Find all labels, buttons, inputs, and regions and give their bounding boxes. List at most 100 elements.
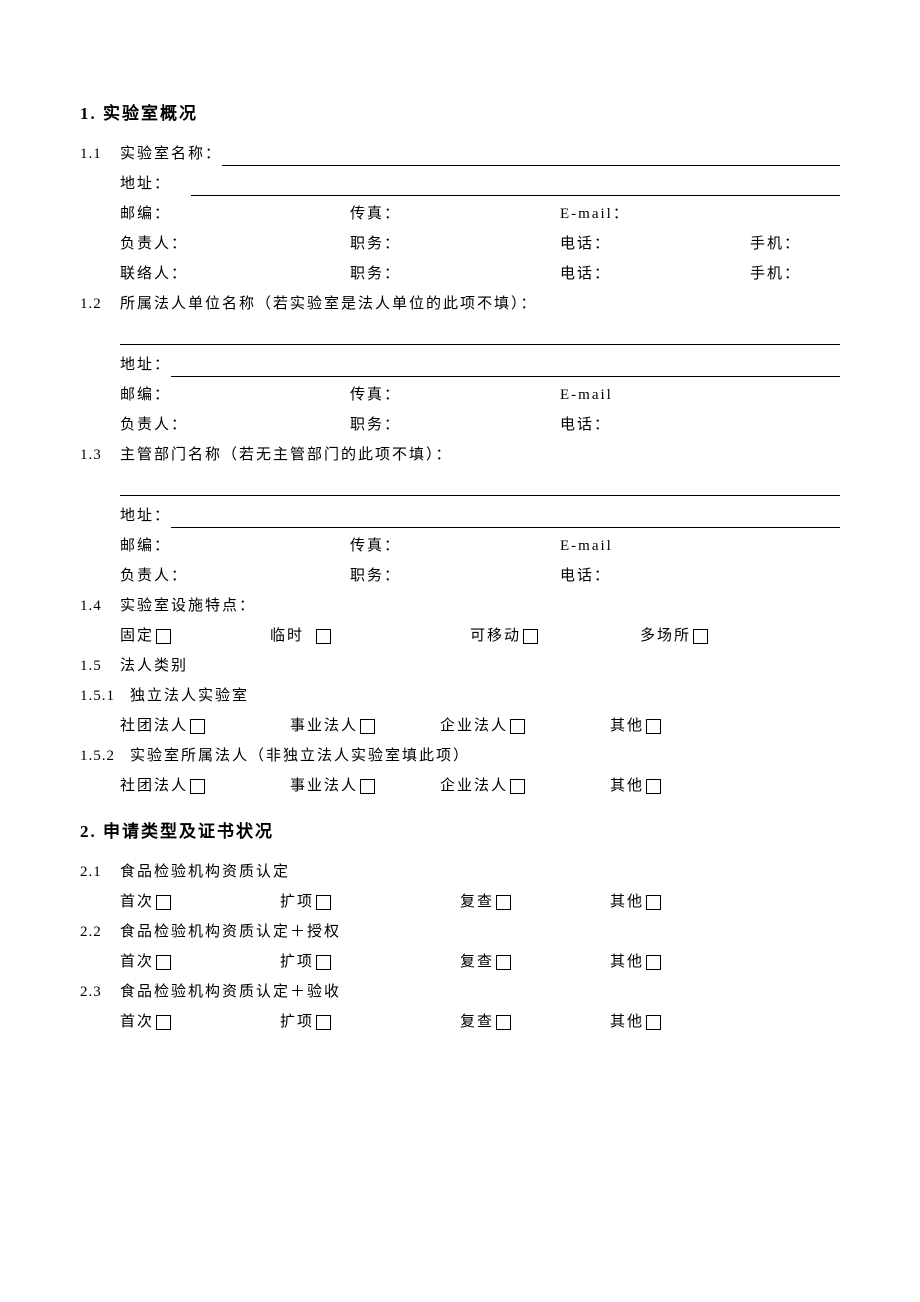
- s23-options: 首次 扩项 复查 其他: [80, 1010, 840, 1034]
- facility-label: 实验室设施特点：: [120, 594, 256, 618]
- s21-cb4[interactable]: [646, 895, 661, 910]
- position-label-4: 职务：: [350, 564, 401, 588]
- row-1-2-contact1: 邮编： 传真： E-mail: [80, 383, 840, 407]
- s22-options: 首次 扩项 复查 其他: [80, 950, 840, 974]
- opt-other-2: 其他: [610, 774, 644, 798]
- position-label: 职务：: [350, 232, 401, 256]
- dept-field[interactable]: [120, 475, 840, 496]
- s23-opt1: 首次: [120, 1010, 154, 1034]
- num-2-1: 2.1: [80, 860, 120, 884]
- num-1-5-2: 1.5.2: [80, 744, 130, 768]
- checkbox-social[interactable]: [190, 719, 205, 734]
- address-field-3[interactable]: [171, 509, 840, 528]
- checkbox-enterprise[interactable]: [510, 719, 525, 734]
- row-2-1: 2.1 食品检验机构资质认定: [80, 860, 840, 884]
- s23-opt3: 复查: [460, 1010, 494, 1034]
- leader-label: 负责人：: [120, 232, 188, 256]
- opt-social-2: 社团法人: [120, 774, 188, 798]
- email-label: E-mail：: [560, 202, 630, 226]
- postcode-label: 邮编：: [120, 202, 171, 226]
- row-1-3-title: 1.3 主管部门名称（若无主管部门的此项不填）：: [80, 443, 840, 467]
- opt-institution-2: 事业法人: [290, 774, 358, 798]
- opt-multi: 多场所: [640, 624, 691, 648]
- checkbox-other-2[interactable]: [646, 779, 661, 794]
- mobile-label: 手机：: [750, 232, 801, 256]
- independent-options: 社团法人 事业法人 企业法人 其他: [80, 714, 840, 738]
- s21-opt1: 首次: [120, 890, 154, 914]
- row-1-1-name: 1.1 实验室名称：: [80, 142, 840, 166]
- opt-enterprise-2: 企业法人: [440, 774, 508, 798]
- s22-cb2[interactable]: [316, 955, 331, 970]
- leader-label-3: 负责人：: [120, 564, 188, 588]
- postcode-label-3: 邮编：: [120, 534, 171, 558]
- fax-label-3: 传真：: [350, 534, 401, 558]
- checkbox-institution-2[interactable]: [360, 779, 375, 794]
- s21-opt4: 其他: [610, 890, 644, 914]
- row-1-2-leader: 负责人： 职务： 电话：: [80, 413, 840, 437]
- row-1-5-1: 1.5.1 独立法人实验室: [80, 684, 840, 708]
- s21-cb3[interactable]: [496, 895, 511, 910]
- checkbox-mobile[interactable]: [523, 629, 538, 644]
- phone-label-2: 电话：: [560, 262, 611, 286]
- s21-cb1[interactable]: [156, 895, 171, 910]
- opt-other: 其他: [610, 714, 644, 738]
- s23-cb2[interactable]: [316, 1015, 331, 1030]
- address-field-2[interactable]: [171, 358, 840, 377]
- postcode-label-2: 邮编：: [120, 383, 171, 407]
- row-1-5-2: 1.5.2 实验室所属法人（非独立法人实验室填此项）: [80, 744, 840, 768]
- num-1-1: 1.1: [80, 142, 120, 166]
- row-1-3-contact1: 邮编： 传真： E-mail: [80, 534, 840, 558]
- row-1-3-leader: 负责人： 职务： 电话：: [80, 564, 840, 588]
- opt-social: 社团法人: [120, 714, 188, 738]
- legal-entity-label: 所属法人单位名称（若实验室是法人单位的此项不填）：: [120, 292, 538, 316]
- s22-cb3[interactable]: [496, 955, 511, 970]
- s21-opt3: 复查: [460, 890, 494, 914]
- checkbox-temp[interactable]: [316, 629, 331, 644]
- checkbox-social-2[interactable]: [190, 779, 205, 794]
- lab-name-field[interactable]: [222, 147, 840, 166]
- num-1-2: 1.2: [80, 292, 120, 316]
- row-1-1-leader: 负责人： 职务： 电话： 手机：: [80, 232, 840, 256]
- email-label-2: E-mail: [560, 383, 613, 407]
- row-1-5: 1.5 法人类别: [80, 654, 840, 678]
- s23-opt4: 其他: [610, 1010, 644, 1034]
- checkbox-other[interactable]: [646, 719, 661, 734]
- s23-cb4[interactable]: [646, 1015, 661, 1030]
- section-2-title: 2. 申请类型及证书状况: [80, 818, 840, 845]
- s23-cb3[interactable]: [496, 1015, 511, 1030]
- s22-opt1: 首次: [120, 950, 154, 974]
- legal-type-label: 法人类别: [120, 654, 188, 678]
- facility-options: 固定 临时 可移动 多场所: [80, 624, 840, 648]
- address-field[interactable]: [191, 177, 840, 196]
- checkbox-fixed[interactable]: [156, 629, 171, 644]
- email-label-3: E-mail: [560, 534, 613, 558]
- s22-opt2: 扩项: [280, 950, 314, 974]
- s22-opt3: 复查: [460, 950, 494, 974]
- address-label-2: 地址：: [120, 353, 171, 377]
- dept-label: 主管部门名称（若无主管部门的此项不填）：: [120, 443, 453, 467]
- checkbox-enterprise-2[interactable]: [510, 779, 525, 794]
- leader-label-2: 负责人：: [120, 413, 188, 437]
- row-2-3: 2.3 食品检验机构资质认定＋验收: [80, 980, 840, 1004]
- row-1-2-title: 1.2 所属法人单位名称（若实验室是法人单位的此项不填）：: [80, 292, 840, 316]
- checkbox-institution[interactable]: [360, 719, 375, 734]
- affiliated-options: 社团法人 事业法人 企业法人 其他: [80, 774, 840, 798]
- s22-cb1[interactable]: [156, 955, 171, 970]
- fax-label-2: 传真：: [350, 383, 401, 407]
- s21-cb2[interactable]: [316, 895, 331, 910]
- legal-entity-field[interactable]: [120, 324, 840, 345]
- phone-label: 电话：: [560, 232, 611, 256]
- row-1-3-address: 地址：: [80, 504, 840, 528]
- fax-label: 传真：: [350, 202, 401, 226]
- opt-enterprise: 企业法人: [440, 714, 508, 738]
- affiliated-label: 实验室所属法人（非独立法人实验室填此项）: [130, 744, 470, 768]
- num-1-3: 1.3: [80, 443, 120, 467]
- checkbox-multi[interactable]: [693, 629, 708, 644]
- s22-cb4[interactable]: [646, 955, 661, 970]
- section-1-title: 1. 实验室概况: [80, 100, 840, 127]
- phone-label-3: 电话：: [560, 413, 611, 437]
- row-2-2: 2.2 食品检验机构资质认定＋授权: [80, 920, 840, 944]
- s23-label: 食品检验机构资质认定＋验收: [120, 980, 341, 1004]
- s23-cb1[interactable]: [156, 1015, 171, 1030]
- num-1-5: 1.5: [80, 654, 120, 678]
